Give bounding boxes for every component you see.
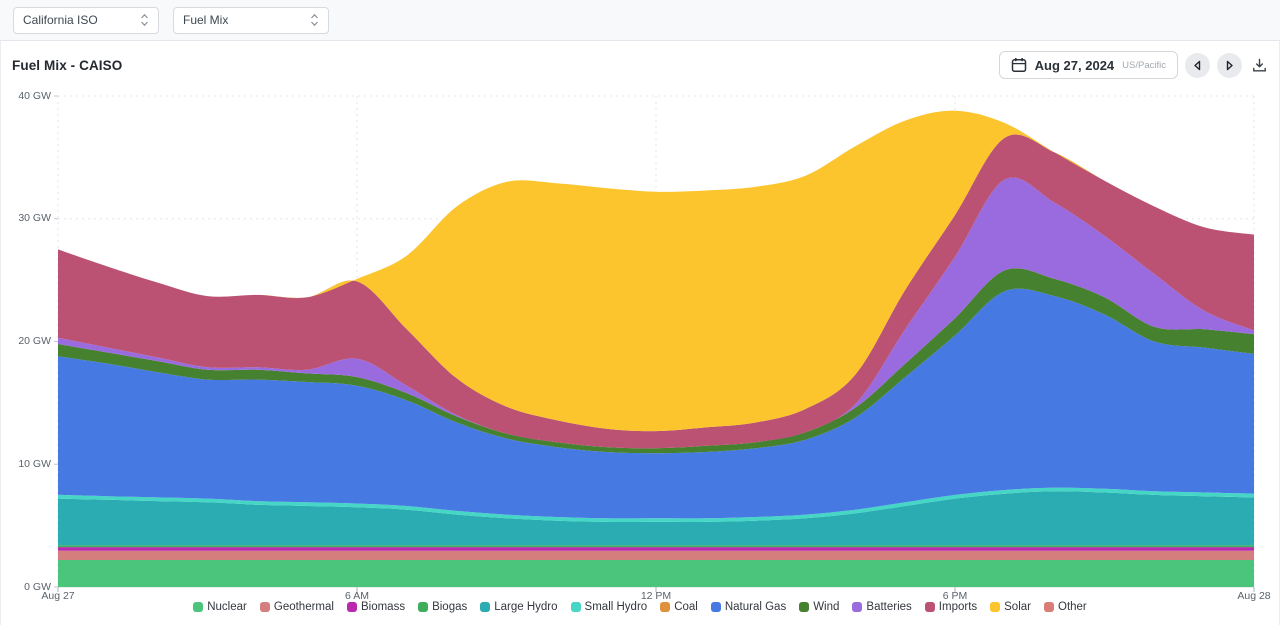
legend-swatch-biomass xyxy=(346,602,357,612)
area-geothermal[interactable] xyxy=(58,550,1254,560)
legend-label: Biogas xyxy=(432,601,468,613)
legend-label: Small Hydro xyxy=(584,601,648,613)
legend-swatch-nuclear xyxy=(193,602,204,612)
legend-label: Biomass xyxy=(360,601,406,613)
legend-swatch-batteries xyxy=(852,602,863,612)
area-nuclear[interactable] xyxy=(58,560,1254,587)
legend-swatch-imports xyxy=(924,602,935,612)
legend-label: Imports xyxy=(938,601,978,613)
region-select-value: California ISO xyxy=(23,13,98,27)
area-biomass[interactable] xyxy=(58,547,1254,551)
legend-label: Coal xyxy=(674,601,698,613)
legend-item-coal[interactable]: Coal xyxy=(660,601,698,613)
legend-item-small-hydro[interactable]: Small Hydro xyxy=(570,601,648,613)
legend-label: Other xyxy=(1058,601,1087,613)
legend-label: Natural Gas xyxy=(724,601,787,613)
fuel-mix-card: 0 GW 10 GW 20 GW 30 GW 40 GW Aug 27 6 AM 12 PM 6… xyxy=(0,41,1280,625)
legend-label: Wind xyxy=(813,601,840,613)
legend-label: Batteries xyxy=(866,601,912,613)
area-large-hydro[interactable] xyxy=(58,491,1254,546)
legend-item-wind[interactable]: Wind xyxy=(799,601,839,613)
selected-date: Aug 27, 2024 xyxy=(1034,57,1115,73)
legend-item-natural-gas[interactable]: Natural Gas xyxy=(710,601,787,613)
view-select-value: Fuel Mix xyxy=(183,13,229,27)
legend-item-geothermal[interactable]: Geothermal xyxy=(259,601,334,613)
select-chevrons-icon xyxy=(311,13,318,27)
chart-legend: Nuclear Geothermal Biomass Biogas Large Hydr… xyxy=(1,601,1279,613)
legend-item-biomass[interactable]: Biomass xyxy=(346,601,406,613)
legend-item-imports[interactable]: Imports xyxy=(924,601,978,613)
legend-label: Large Hydro xyxy=(494,601,558,613)
legend-swatch-coal xyxy=(660,602,671,612)
card-header: Fuel Mix - CAISO Aug 27, 2024 US/Pacific xyxy=(1,41,1279,89)
legend-swatch-solar xyxy=(990,602,1001,612)
legend-item-large-hydro[interactable]: Large Hydro xyxy=(480,601,558,613)
legend-item-batteries[interactable]: Batteries xyxy=(852,601,912,613)
legend-label: Solar xyxy=(1004,601,1031,613)
download-icon xyxy=(1253,58,1266,71)
legend-swatch-biogas xyxy=(418,602,429,612)
legend-label: Nuclear xyxy=(207,601,247,613)
legend-swatch-natural-gas xyxy=(710,602,721,612)
arrow-left-icon xyxy=(1194,60,1201,70)
legend-item-solar[interactable]: Solar xyxy=(990,601,1031,613)
chart-title: Fuel Mix - CAISO xyxy=(12,57,123,73)
legend-label: Geothermal xyxy=(273,601,334,613)
date-picker-button[interactable]: Aug 27, 2024 US/Pacific xyxy=(998,51,1178,79)
previous-day-button[interactable] xyxy=(1185,52,1210,78)
legend-swatch-large-hydro xyxy=(480,602,491,612)
view-select[interactable]: Fuel Mix xyxy=(173,6,329,34)
timezone-label: US/Pacific xyxy=(1122,59,1166,71)
arrow-right-icon xyxy=(1226,60,1233,70)
fuel-mix-stacked-area-chart[interactable] xyxy=(1,41,1280,625)
legend-item-nuclear[interactable]: Nuclear xyxy=(193,601,247,613)
area-solar[interactable] xyxy=(58,110,1254,432)
next-day-button[interactable] xyxy=(1217,52,1242,78)
download-button[interactable] xyxy=(1252,58,1267,73)
top-toolbar: California ISO Fuel Mix xyxy=(0,0,1280,41)
select-chevrons-icon xyxy=(141,13,148,27)
legend-swatch-geothermal xyxy=(259,602,270,612)
header-controls: Aug 27, 2024 US/Pacific xyxy=(998,51,1267,79)
area-biogas[interactable] xyxy=(58,545,1254,548)
region-select[interactable]: California ISO xyxy=(13,6,159,34)
legend-item-other[interactable]: Other xyxy=(1044,601,1087,613)
legend-swatch-small-hydro xyxy=(570,602,581,612)
legend-swatch-wind xyxy=(799,602,810,612)
area-small-hydro[interactable] xyxy=(58,487,1254,522)
area-natural-gas[interactable] xyxy=(58,288,1254,519)
legend-item-biogas[interactable]: Biogas xyxy=(418,601,467,613)
legend-swatch-other xyxy=(1044,602,1054,612)
calendar-icon xyxy=(1011,58,1026,73)
